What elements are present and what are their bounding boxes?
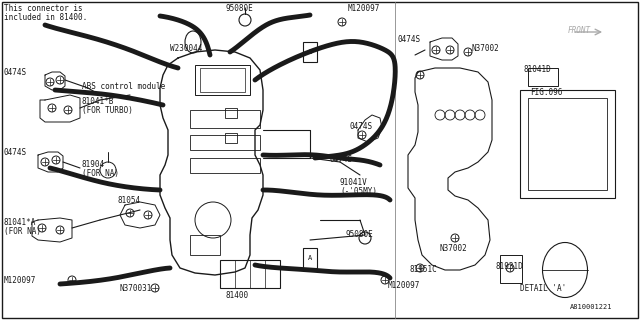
Bar xyxy=(200,68,245,92)
Text: ABS control module: ABS control module xyxy=(82,82,165,91)
Bar xyxy=(303,42,317,62)
Text: 81904: 81904 xyxy=(82,160,105,169)
Text: 81931D: 81931D xyxy=(496,262,524,271)
Bar xyxy=(303,248,317,268)
Text: (FOR NA): (FOR NA) xyxy=(82,169,119,178)
Bar xyxy=(190,110,260,128)
Text: 81951C: 81951C xyxy=(410,265,438,274)
Bar xyxy=(220,260,280,288)
Bar xyxy=(225,108,237,118)
Bar xyxy=(225,133,237,143)
Text: 0474S: 0474S xyxy=(330,155,353,164)
Text: 0474S: 0474S xyxy=(4,68,27,77)
Text: M120097: M120097 xyxy=(4,276,36,285)
Text: 91041V: 91041V xyxy=(340,178,368,187)
Bar xyxy=(500,255,522,283)
Text: DETAIL 'A': DETAIL 'A' xyxy=(520,284,566,293)
Text: N370031: N370031 xyxy=(120,284,152,293)
Text: (FOR TURBO): (FOR TURBO) xyxy=(82,106,133,115)
Text: included in 81400.: included in 81400. xyxy=(4,13,87,22)
Text: W230044: W230044 xyxy=(170,44,202,53)
Bar xyxy=(528,98,607,190)
Text: M120097: M120097 xyxy=(388,281,420,290)
Text: 0474S: 0474S xyxy=(4,148,27,157)
Bar xyxy=(190,135,260,150)
Bar xyxy=(195,65,250,95)
Text: (-'05MY): (-'05MY) xyxy=(340,187,377,196)
Text: 81041*A: 81041*A xyxy=(4,218,36,227)
Text: N37002: N37002 xyxy=(440,244,468,253)
Bar xyxy=(520,90,615,198)
Text: 81041D: 81041D xyxy=(524,65,552,74)
Text: (FOR NA): (FOR NA) xyxy=(4,227,41,236)
Text: 81054: 81054 xyxy=(118,196,141,205)
Text: 95080E: 95080E xyxy=(225,4,253,13)
Text: 0474S: 0474S xyxy=(398,35,421,44)
Text: M120097: M120097 xyxy=(348,4,380,13)
Bar xyxy=(190,158,260,173)
Text: FIG.096: FIG.096 xyxy=(530,88,563,97)
Bar xyxy=(190,235,220,255)
Text: A810001221: A810001221 xyxy=(570,304,612,310)
Text: A: A xyxy=(308,255,312,261)
Text: N37002: N37002 xyxy=(472,44,500,53)
Text: 0474S: 0474S xyxy=(350,122,373,131)
Text: This connector is: This connector is xyxy=(4,4,83,13)
Text: FRONT: FRONT xyxy=(568,26,591,35)
Bar xyxy=(528,68,558,86)
Text: A: A xyxy=(308,49,312,55)
Text: 81041*B: 81041*B xyxy=(82,97,115,106)
Text: 81400: 81400 xyxy=(225,291,248,300)
Text: 95080E: 95080E xyxy=(345,230,372,239)
